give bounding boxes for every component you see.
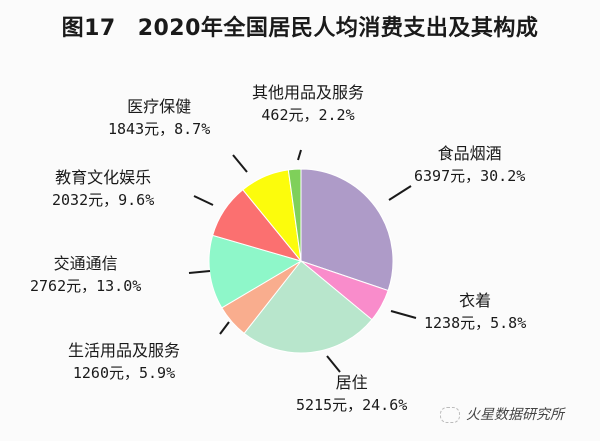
leader-line-housing bbox=[326, 355, 341, 373]
leader-line-health bbox=[232, 154, 248, 173]
chart-title: 图17 2020年全国居民人均消费支出及其构成 bbox=[0, 10, 600, 42]
pie-slice bbox=[243, 260, 373, 354]
label-education: 教育文化娱乐 2032元，9.6% bbox=[52, 168, 155, 209]
leader-line-household bbox=[219, 321, 230, 335]
label-housing: 居住 5215元，24.6% bbox=[296, 373, 408, 414]
pie-slice bbox=[208, 234, 303, 309]
figure-number: 图17 bbox=[61, 16, 116, 41]
label-food: 食品烟酒 6397元，30.2% bbox=[414, 144, 526, 185]
title-text: 2020年全国居民人均消费支出及其构成 bbox=[137, 16, 539, 41]
leader-line-education bbox=[193, 195, 214, 206]
wechat-icon bbox=[440, 407, 460, 423]
pie-slices bbox=[208, 168, 394, 354]
label-clothing: 衣着 1238元，5.8% bbox=[424, 291, 527, 332]
label-household-goods: 生活用品及服务 1260元，5.9% bbox=[68, 341, 181, 382]
leader-line-other bbox=[297, 149, 302, 161]
watermark: 火星数据研究所 bbox=[440, 404, 564, 424]
leader-line-food bbox=[388, 185, 412, 201]
pie-slice bbox=[287, 168, 302, 262]
leader-line-clothing bbox=[390, 310, 417, 319]
label-other: 其他用品及服务 462元，2.2% bbox=[252, 83, 365, 124]
label-health: 医疗保健 1843元，8.7% bbox=[108, 97, 211, 138]
leader-line-transport bbox=[188, 270, 211, 274]
label-transport: 交通通信 2762元，13.0% bbox=[30, 254, 142, 295]
leader-lines bbox=[188, 149, 417, 373]
pie-slice bbox=[300, 168, 394, 292]
